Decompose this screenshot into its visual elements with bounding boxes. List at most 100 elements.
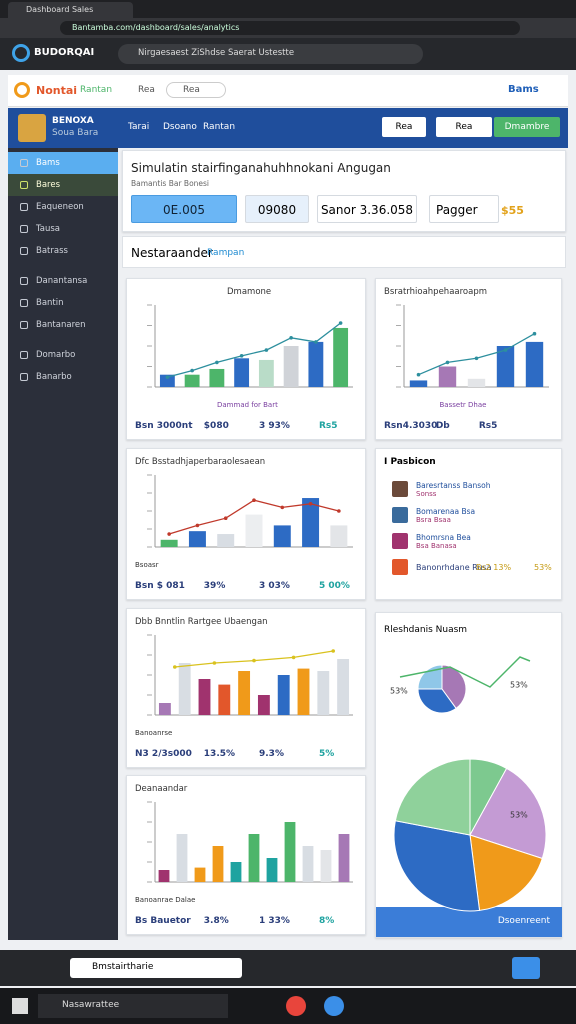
banner: BENOXA Soua Bara Tarai Dsoano Rantan Rea…: [8, 108, 568, 148]
pie-slice: [469, 834, 543, 911]
bar: [212, 846, 224, 882]
sidebar-icon: [20, 181, 28, 189]
bar: [230, 862, 242, 882]
trend-line: [418, 333, 535, 376]
person-detail: Sonss: [416, 490, 437, 498]
sidebar-item[interactable]: Bares: [8, 174, 118, 196]
search[interactable]: Nirgaesaest ZiShdse Saerat Ustestte: [118, 44, 423, 64]
sidebar-icon: [20, 351, 28, 359]
bar: [178, 663, 191, 715]
search-link[interactable]: Rea: [138, 85, 155, 95]
bar: [257, 695, 270, 715]
bar: [160, 539, 178, 547]
trend-point: [239, 354, 244, 358]
search-box[interactable]: Rea: [166, 82, 226, 98]
chart: [147, 801, 353, 883]
sidebar-item[interactable]: Danantansa: [8, 270, 118, 292]
url[interactable]: Bantamba.com/dashboard/sales/analytics: [60, 21, 520, 35]
chart: [147, 474, 353, 548]
footer-value: Bsn 3000nt: [135, 421, 193, 431]
footer-value: $080: [203, 421, 229, 431]
tab[interactable]: Dashboard Sales: [8, 2, 133, 18]
trend-point: [291, 655, 296, 660]
footer-value: Db: [435, 421, 450, 431]
app-icon[interactable]: [324, 996, 344, 1016]
footer-value: 13.5%: [203, 749, 236, 759]
start-search[interactable]: Nasawrattee: [38, 994, 228, 1018]
sidebar-item[interactable]: Bams: [8, 152, 118, 174]
summary-title: Simulatin stairfinganahuhhnokani Angugan: [131, 161, 391, 175]
app-icon[interactable]: [286, 996, 306, 1016]
axis-label: Banoanrse: [135, 729, 173, 737]
sidebar-item[interactable]: Banarbo: [8, 366, 118, 388]
trend-point: [331, 649, 335, 653]
pie-label: 53%: [510, 681, 528, 690]
footer-value: 5%: [319, 749, 335, 759]
trend-point: [474, 356, 479, 361]
nav-item[interactable]: Tarai: [128, 122, 150, 132]
pie-slice: [393, 820, 481, 912]
sidebar-icon: [20, 225, 28, 233]
sidebar: Bams Bares Eaqueneon Tausa Batrass Danantansa…: [8, 148, 118, 940]
axis-label: Banoanrae Dalae: [135, 896, 196, 904]
sidebar-icon: [20, 203, 28, 211]
avatar: [18, 114, 46, 142]
taskbar-search[interactable]: Bmstairtharie: [70, 958, 242, 978]
sidebar-item[interactable]: Bantanaren: [8, 314, 118, 336]
taskbar-button[interactable]: [512, 957, 540, 979]
chart-card: Deanaandar Banoanrae Dalae Bs Bauetor 3.8% 1…: [126, 775, 366, 935]
people-card: I Pasbicon Baresrtanss Bansoh Sonss Bomare…: [375, 448, 562, 600]
footer-value: Rs5: [478, 421, 498, 431]
start[interactable]: [12, 998, 28, 1014]
trend-point: [165, 375, 170, 379]
pie-card: Rleshdanis Nuasm Dsoenreent 53% 53% 53%: [375, 612, 562, 938]
axis-label: Dammad for Bart: [217, 401, 278, 409]
sidebar-item[interactable]: Tausa: [8, 218, 118, 240]
pie-slice: [417, 664, 443, 690]
bar: [525, 341, 544, 387]
summary-subtitle: Bamantis Bar Bonesi: [131, 179, 210, 188]
trend-point: [445, 360, 450, 365]
person-name: Baresrtanss Bansoh: [416, 481, 491, 490]
logo: BUDORQAI: [34, 47, 95, 58]
nav-item[interactable]: Dsoano: [163, 122, 197, 132]
chart: [147, 304, 353, 388]
trend-point: [212, 661, 217, 665]
trend-point: [337, 509, 341, 513]
chart-title: Deanaandar: [135, 784, 188, 794]
section-tag: Rampan: [207, 248, 245, 258]
button[interactable]: Rea: [382, 117, 426, 137]
section-title: Nestaraander: [131, 246, 213, 260]
menu[interactable]: Rantan: [80, 85, 113, 95]
bar: [158, 703, 171, 715]
pie-slice: [417, 688, 457, 714]
bar: [273, 525, 291, 547]
sidebar-item[interactable]: Domarbo: [8, 344, 118, 366]
person-avatar: [392, 533, 408, 549]
person-avatar: [392, 507, 408, 523]
bar: [209, 368, 225, 387]
section-header: Nestaraander Rampan: [122, 236, 566, 268]
logo-icon: [12, 44, 30, 62]
sidebar-item[interactable]: Bantin: [8, 292, 118, 314]
pie-button[interactable]: Dsoenreent: [376, 907, 562, 937]
bar: [277, 675, 290, 715]
sidebar-item[interactable]: Batrass: [8, 240, 118, 262]
pie-slice: [394, 758, 471, 836]
bar: [159, 374, 175, 387]
sidebar-icon: [20, 247, 28, 255]
bar: [297, 668, 310, 715]
footer-value: 39%: [203, 581, 226, 591]
trend-point: [532, 331, 537, 336]
nav-item[interactable]: Rantan: [203, 122, 236, 132]
brand-icon: [14, 82, 30, 98]
sidebar-item[interactable]: Eaqueneon: [8, 196, 118, 218]
account[interactable]: Bams: [508, 84, 539, 95]
button[interactable]: Dmambre: [494, 117, 560, 137]
axis-label: Bsoasr: [135, 561, 159, 569]
bar: [258, 359, 274, 387]
button[interactable]: Rea: [436, 117, 492, 137]
pie-label: 53%: [390, 687, 408, 696]
bar: [234, 358, 250, 387]
header: Nontai Rantan Rea Rea Bams: [8, 75, 568, 107]
